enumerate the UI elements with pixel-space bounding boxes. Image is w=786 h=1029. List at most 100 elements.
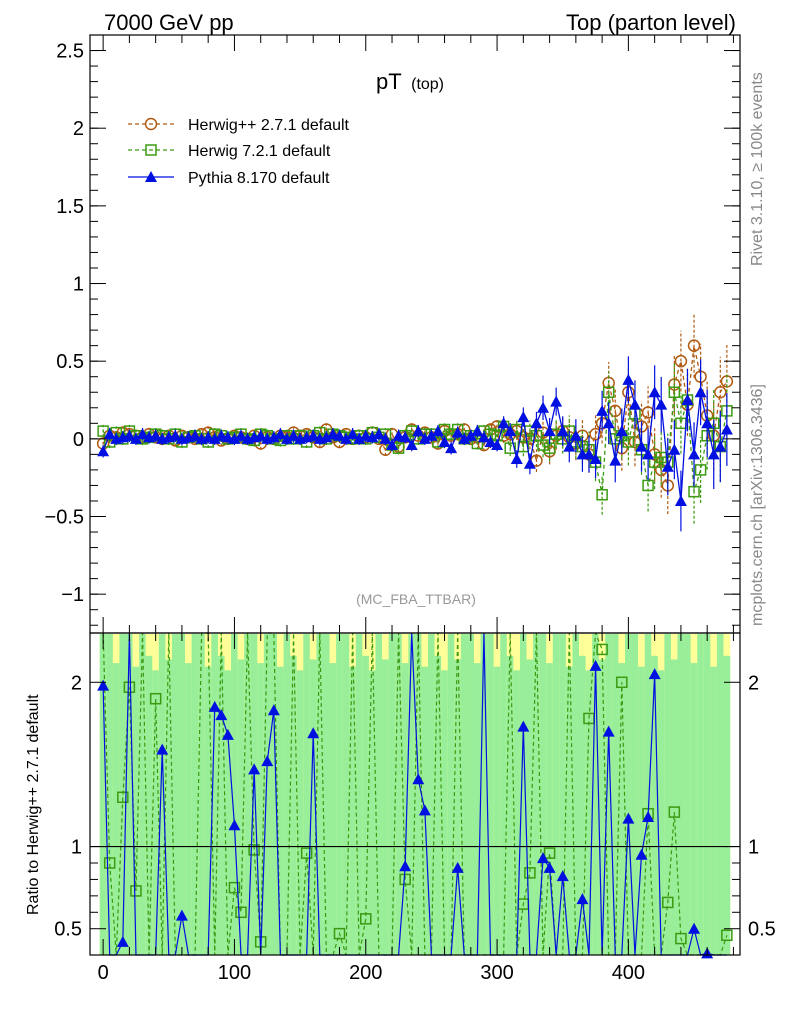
series-2 (97, 356, 733, 532)
ratio-band-inner (585, 670, 593, 955)
marker-triangle (399, 431, 412, 443)
ratio-ytick-label-right: 2 (748, 672, 759, 694)
marker-square (688, 485, 700, 498)
marker-triangle (372, 428, 385, 440)
ratio-band-inner (684, 634, 691, 955)
ratio-band-inner (303, 634, 311, 955)
marker-triangle (688, 922, 701, 934)
series-0 (96, 313, 734, 515)
marker-circle (714, 385, 727, 399)
ratio-band-inner (664, 634, 672, 955)
ratio-band-inner (375, 634, 383, 955)
marker-triangle (116, 935, 129, 947)
ratio-xtick-label: 200 (349, 962, 382, 984)
marker-triangle (346, 428, 359, 440)
marker-square (668, 806, 681, 818)
marker-square (228, 881, 241, 894)
marker-triangle (445, 442, 458, 454)
marker-square (668, 386, 681, 398)
main-title-sub: (top) (411, 76, 444, 93)
ratio-ytick-label-left: 0.5 (54, 919, 82, 941)
ratio-band-inner (322, 634, 330, 955)
marker-square (694, 464, 707, 476)
marker-triangle (615, 425, 628, 437)
ratio-band-inner (106, 634, 114, 955)
marker-triangle (602, 725, 615, 737)
ratio-band-inner (690, 663, 698, 955)
ratio-band-inner (454, 659, 462, 955)
marker-square (675, 932, 687, 945)
marker-triangle (307, 429, 320, 441)
marker-triangle (145, 171, 157, 182)
ratio-band-inner (480, 634, 488, 955)
marker-square (248, 844, 260, 856)
marker-triangle (235, 429, 248, 441)
marker-triangle (701, 417, 714, 429)
marker-triangle (208, 700, 221, 712)
marker-triangle (267, 704, 280, 716)
ratio-ytick-label-left: 1 (71, 837, 82, 859)
marker-square (145, 144, 157, 156)
marker-triangle (523, 457, 536, 469)
marker-triangle (589, 453, 602, 465)
marker-triangle (543, 425, 556, 437)
ratio-band-inner (552, 634, 560, 955)
ratio-band-inner (309, 659, 317, 955)
ratio-band-inner (296, 670, 304, 955)
marker-triangle (694, 386, 707, 398)
marker-square (333, 927, 346, 940)
marker-square (596, 643, 608, 656)
marker-triangle (609, 454, 622, 466)
ratio-band-inner (572, 634, 580, 955)
ratio-band-inner (237, 659, 245, 955)
marker-triangle (353, 432, 366, 444)
marker-square (300, 847, 313, 859)
ratio-band-inner (152, 670, 160, 955)
marker-triangle (550, 395, 563, 407)
marker-triangle (635, 440, 648, 452)
ratio-band-inner (198, 634, 206, 955)
marker-square (149, 692, 162, 705)
ratio-band-inner (112, 663, 120, 955)
ratio-band-inner (473, 663, 481, 955)
marker-square (616, 676, 628, 689)
marker-triangle (681, 394, 694, 406)
ratio-band-inner (250, 634, 258, 955)
ratio-band-inner (185, 663, 192, 955)
ratio-band-inner (211, 634, 219, 955)
ratio-band-inner (546, 663, 553, 955)
marker-triangle (103, 428, 116, 440)
ratio-band-inner (368, 670, 376, 955)
ratio-band-inner (526, 659, 534, 955)
marker-triangle (596, 404, 609, 416)
marker-triangle (274, 428, 287, 440)
marker-triangle (386, 439, 399, 451)
marker-square (642, 479, 654, 492)
marker-triangle (517, 720, 530, 732)
marker-triangle (438, 435, 451, 447)
ratio-band-inner (362, 655, 370, 955)
marker-triangle (208, 432, 221, 444)
marker-square (543, 847, 556, 859)
marker-triangle (510, 453, 523, 465)
marker-triangle (340, 432, 353, 444)
marker-triangle (189, 429, 202, 441)
ratio-ytick-label-right: 1 (748, 837, 759, 859)
marker-circle (589, 427, 602, 441)
marker-triangle (674, 494, 687, 506)
ratio-band-inner (336, 634, 343, 955)
ratio-band-inner (329, 663, 337, 955)
ratio-band-inner (605, 634, 613, 955)
marker-triangle (622, 373, 635, 385)
marker-triangle (458, 432, 471, 444)
marker-circle (517, 431, 530, 444)
ratio-band-inner (677, 634, 685, 955)
top-ytick-label: −0.5 (45, 507, 84, 529)
marker-triangle (497, 417, 510, 429)
marker-triangle (399, 860, 412, 872)
marker-triangle (622, 812, 635, 824)
series-layer (96, 313, 734, 959)
ratio-band-inner (388, 634, 396, 955)
ratio-band-inner (434, 655, 442, 955)
